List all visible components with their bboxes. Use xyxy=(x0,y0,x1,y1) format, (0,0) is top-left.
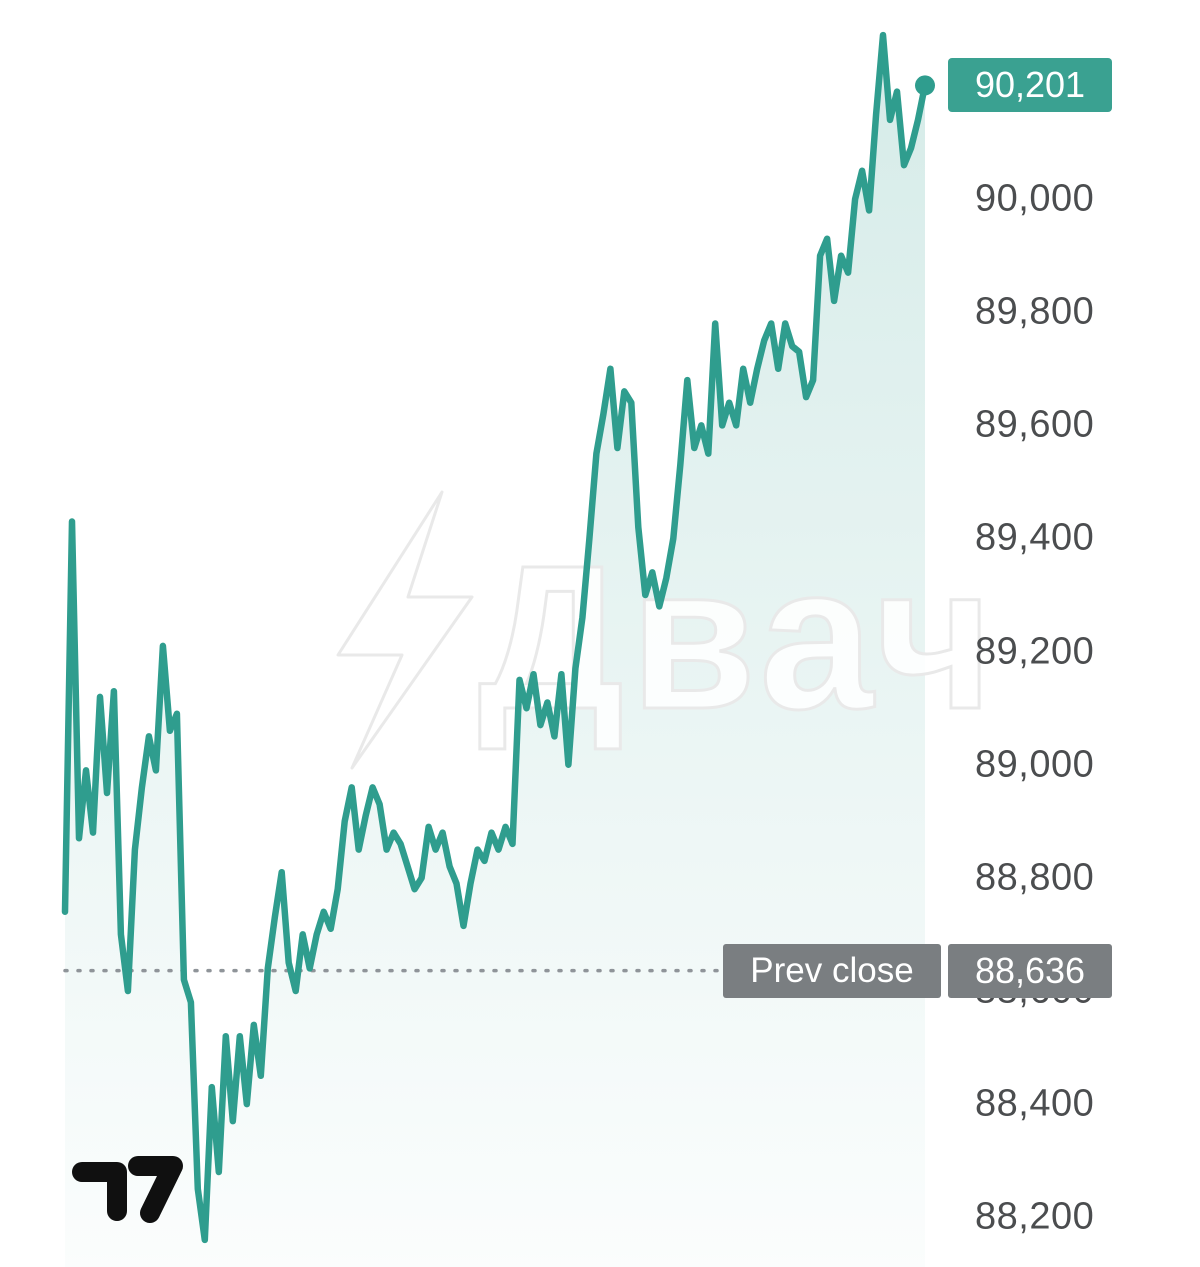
prev-close-label-pill: Prev close xyxy=(723,943,941,998)
watermark: Двач xyxy=(336,490,999,770)
price-tick-label: 88,800 xyxy=(975,856,1095,899)
lightning-bolt-icon xyxy=(336,490,474,770)
price-tick-label: 89,400 xyxy=(975,516,1095,559)
watermark-text: Двач xyxy=(478,523,999,752)
prev-close-label: Prev close xyxy=(750,950,914,990)
price-tick-label: 89,200 xyxy=(975,630,1095,673)
price-line xyxy=(61,31,929,1244)
price-tick-label: 90,000 xyxy=(975,177,1095,220)
area-fill xyxy=(65,35,925,1267)
tradingview-logo[interactable] xyxy=(72,1156,183,1223)
price-axis: 90,000 89,800 89,600 89,400 89,200 89,000 88,8… xyxy=(975,0,1200,1267)
price-tick-label: 88,400 xyxy=(975,1082,1095,1125)
price-tick-label: 89,800 xyxy=(975,290,1095,333)
last-price-dot xyxy=(915,75,935,96)
tradingview-logo-mark-1 xyxy=(72,1162,127,1221)
current-price-badge: 90,201 xyxy=(948,58,1112,113)
prev-close-badge: Prev close 88,636 xyxy=(723,943,1112,998)
tradingview-logo-mark-7 xyxy=(128,1156,183,1223)
prev-close-value-pill: 88,636 xyxy=(948,943,1112,998)
price-tick-label: 88,200 xyxy=(975,1195,1095,1238)
current-price-value: 90,201 xyxy=(974,64,1086,106)
prev-close-value: 88,636 xyxy=(974,949,1086,991)
price-tick-label: 89,000 xyxy=(975,743,1095,786)
price-tick-label: 89,600 xyxy=(975,403,1095,446)
